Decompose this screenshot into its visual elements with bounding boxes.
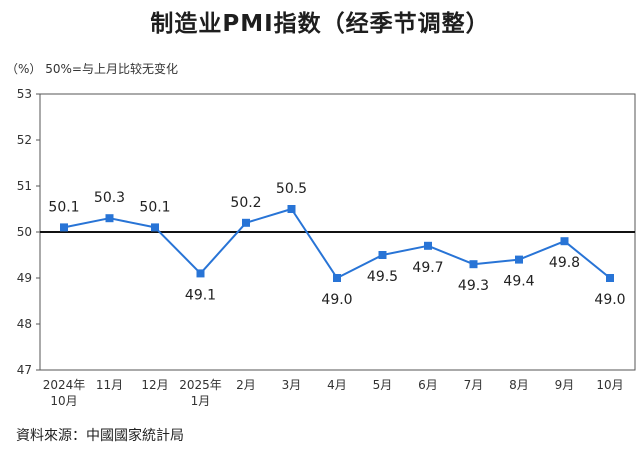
data-point: [242, 218, 250, 227]
data-point: [333, 274, 341, 282]
y-axis: 47 48 49 50 51 52 53: [17, 87, 40, 377]
x-tick-label-line: 4月: [327, 378, 347, 392]
data-point: [287, 205, 296, 213]
x-tick-label-line: 10月: [596, 378, 623, 392]
x-tick-label-line: 1月: [191, 394, 211, 408]
data-point: [378, 251, 387, 259]
data-point: [151, 223, 159, 232]
data-label: 50.3: [94, 190, 125, 206]
data-point: [515, 255, 523, 264]
x-tick-label-line: 6月: [418, 378, 438, 392]
x-tick-label: 10月: [596, 378, 623, 392]
x-tick-label-line: 9月: [555, 378, 575, 392]
data-point: [469, 260, 478, 269]
x-tick-label-line: 2025年: [179, 378, 222, 392]
x-tick-label: 2月: [236, 378, 256, 392]
source-note: 資料來源：中國國家統計局: [16, 428, 184, 444]
data-label: 50.1: [48, 199, 79, 215]
y-tick-label: 49: [17, 271, 32, 285]
x-tick-label: 8月: [509, 378, 529, 392]
data-label: 49.8: [549, 255, 580, 271]
x-tick-label-line: 10月: [50, 394, 77, 408]
y-tick-label: 48: [17, 317, 32, 331]
series-layer: [60, 205, 614, 282]
data-point: [60, 223, 68, 232]
data-point: [105, 214, 114, 223]
x-tick-label-line: 11月: [96, 378, 123, 392]
series-line: [63, 208, 611, 279]
x-tick-label-line: 3月: [282, 378, 302, 392]
data-label: 49.5: [367, 269, 398, 285]
x-tick-label-line: 5月: [373, 378, 393, 392]
x-tick-label-line: 7月: [464, 378, 484, 392]
x-tick-label: 2025年 1月: [179, 378, 222, 408]
data-label: 49.3: [458, 278, 489, 294]
x-tick-label: 6月: [418, 378, 438, 392]
data-point: [196, 269, 205, 278]
x-tick-label: 9月: [555, 378, 575, 392]
y-tick-label: 50: [17, 225, 32, 239]
data-label: 50.2: [230, 195, 261, 211]
data-label-layer: 50.1 50.3 50.1 49.1 50.2 50.5 49.0 49.5 49.7 49.3…: [48, 181, 625, 308]
y-tick-label: 52: [17, 133, 32, 147]
y-tick-label: 53: [17, 87, 32, 101]
x-tick-label-line: 2024年: [43, 378, 86, 392]
data-label: 50.5: [276, 181, 307, 197]
data-label: 49.1: [185, 287, 216, 303]
x-tick-label-line: 2月: [236, 378, 256, 392]
x-axis: 2024年 10月 11月 12月 2025年 1月 2月 3月 4月 5月 6月 7月 8月 9月 10月: [43, 378, 624, 408]
x-tick-label: 3月: [282, 378, 302, 392]
data-point: [424, 241, 432, 250]
data-label: 49.7: [412, 260, 443, 276]
x-tick-label: 5月: [373, 378, 393, 392]
x-tick-label: 7月: [464, 378, 484, 392]
data-point: [606, 274, 614, 282]
x-tick-label-line: 8月: [509, 378, 529, 392]
data-point: [560, 237, 569, 246]
x-tick-label: 11月: [96, 378, 123, 392]
x-tick-label: 12月: [141, 378, 168, 392]
data-label: 49.0: [321, 292, 352, 308]
chart-title: 制造业PMI指数（经季节调整）: [150, 11, 490, 37]
x-tick-label-line: 12月: [141, 378, 168, 392]
data-label: 49.0: [594, 292, 625, 308]
y-tick-label: 47: [17, 363, 32, 377]
x-tick-label: 2024年 10月: [43, 378, 86, 408]
y-tick-label: 51: [17, 179, 32, 193]
data-label: 50.1: [139, 199, 170, 215]
unit-note: （%） 50%=与上月比较无变化: [6, 62, 178, 76]
data-label: 49.4: [503, 274, 534, 290]
x-tick-label: 4月: [327, 378, 347, 392]
